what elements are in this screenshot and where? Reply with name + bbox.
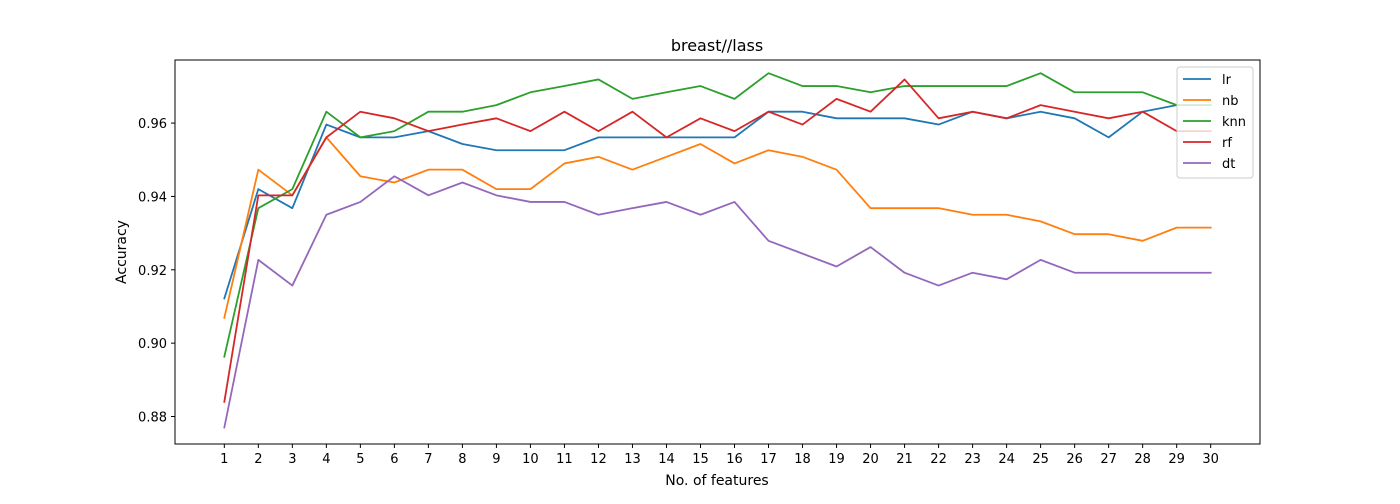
y-tick-label: 0.88 <box>138 410 167 425</box>
chart-title: breast//lass <box>671 36 763 55</box>
x-tick-label: 17 <box>760 452 777 467</box>
x-tick-label: 4 <box>322 452 330 467</box>
x-tick-label: 15 <box>692 452 709 467</box>
x-tick-label: 13 <box>624 452 641 467</box>
x-tick-label: 29 <box>1168 452 1185 467</box>
x-tick-label: 8 <box>458 452 466 467</box>
x-tick-label: 11 <box>556 452 573 467</box>
x-tick-label: 7 <box>424 452 432 467</box>
x-axis: 1 2 3 4 5 6 7 8 9 10 11 12 13 14 15 16 17 18 19 20 21 22 23 24 2… <box>220 444 1219 467</box>
legend-label-rf: rf <box>1222 136 1232 151</box>
series-line-rf <box>223 78 1212 403</box>
x-tick-label: 1 <box>220 452 228 467</box>
y-tick-label: 0.94 <box>138 190 167 205</box>
x-tick-label: 24 <box>998 452 1015 467</box>
x-tick-label: 10 <box>522 452 539 467</box>
y-tick-label: 0.90 <box>138 337 167 352</box>
legend-box <box>1176 66 1254 179</box>
y-tick-label: 0.96 <box>138 117 167 132</box>
x-tick-label: 19 <box>828 452 845 467</box>
series-line-dt <box>223 175 1212 429</box>
legend-label-dt: dt <box>1222 157 1235 172</box>
y-axis-label: Accuracy <box>114 220 130 284</box>
x-tick-label: 14 <box>658 452 675 467</box>
x-tick-label: 5 <box>356 452 364 467</box>
y-axis: 0.88 0.90 0.92 0.94 0.96 <box>138 117 175 425</box>
series-line-lr <box>223 104 1212 300</box>
x-tick-label: 30 <box>1202 452 1219 467</box>
legend-label-nb: nb <box>1222 94 1239 109</box>
series-layer <box>223 72 1212 429</box>
series-line-knn <box>223 72 1212 358</box>
x-tick-label: 6 <box>390 452 398 467</box>
x-tick-label: 21 <box>896 452 913 467</box>
x-tick-label: 28 <box>1134 452 1151 467</box>
x-tick-label: 3 <box>288 452 296 467</box>
x-tick-label: 23 <box>964 452 981 467</box>
legend-label-lr: lr <box>1222 73 1232 88</box>
x-tick-label: 20 <box>862 452 879 467</box>
x-tick-label: 27 <box>1100 452 1117 467</box>
x-tick-label: 2 <box>254 452 262 467</box>
y-tick-label: 0.92 <box>138 264 167 279</box>
x-tick-label: 26 <box>1066 452 1083 467</box>
x-tick-label: 25 <box>1032 452 1049 467</box>
x-tick-label: 16 <box>726 452 743 467</box>
x-axis-label: No. of features <box>665 473 768 489</box>
x-tick-label: 18 <box>794 452 811 467</box>
x-tick-label: 22 <box>930 452 947 467</box>
x-tick-label: 9 <box>492 452 500 467</box>
plot-area-frame <box>174 59 1261 445</box>
legend: lr nb knn rf dt <box>1176 66 1254 179</box>
x-tick-label: 12 <box>590 452 607 467</box>
legend-label-knn: knn <box>1222 115 1246 130</box>
